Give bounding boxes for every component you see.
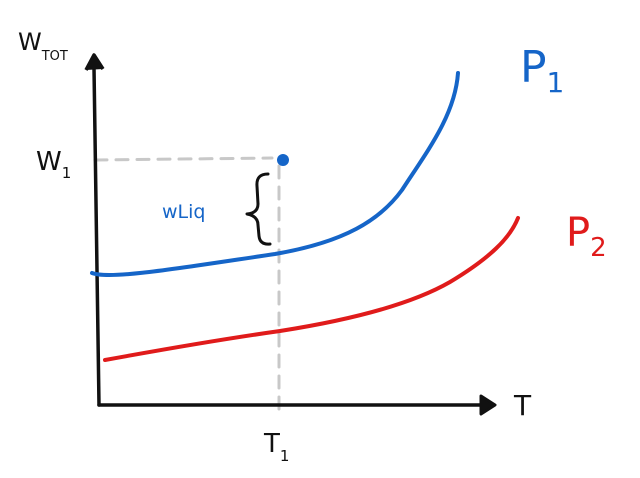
p1-label: P1 bbox=[520, 42, 564, 99]
guide-lines bbox=[93, 156, 281, 414]
p2-label: P2 bbox=[566, 210, 607, 263]
wliq-brace bbox=[245, 172, 272, 246]
w1-label: W1 bbox=[36, 147, 71, 182]
x-axis-arrowhead bbox=[479, 394, 497, 416]
state-point bbox=[277, 154, 289, 166]
w1-horizontal-guide bbox=[93, 156, 274, 162]
curve-p1 bbox=[90, 71, 460, 278]
wliq-label: wLiq bbox=[162, 201, 205, 223]
axes bbox=[84, 53, 497, 416]
t1-label: T1 bbox=[263, 429, 289, 465]
y-axis-label: WTOT bbox=[18, 28, 68, 64]
x-axis-label: T bbox=[513, 389, 532, 422]
curve-p2 bbox=[103, 216, 520, 362]
y-axis-arrowhead bbox=[84, 53, 105, 71]
y-axis bbox=[92, 66, 101, 407]
